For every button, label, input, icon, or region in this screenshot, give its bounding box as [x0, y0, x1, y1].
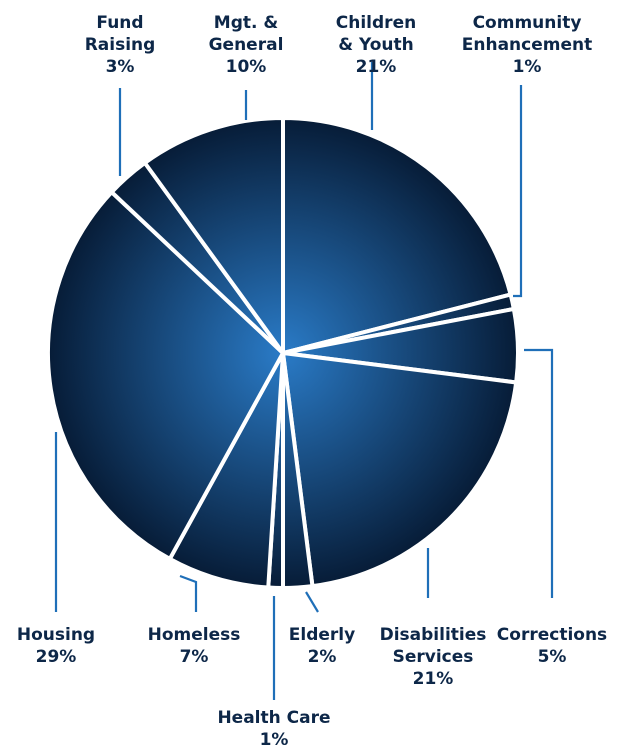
slice-label-fund-raising: Raising	[85, 35, 156, 55]
leader-line-corrections	[524, 348, 554, 598]
slice-percent-health-care: 1%	[260, 730, 289, 748]
slice-label-mgt-general: Mgt. &	[214, 13, 279, 33]
slice-label-children-youth: Children	[336, 13, 416, 33]
leader-lines	[54, 62, 554, 700]
pie-slice-children-youth	[281, 116, 513, 355]
slice-label-housing: Housing	[17, 625, 95, 645]
slice-label-mgt-general: General	[209, 35, 284, 55]
slice-percent-corrections: 5%	[538, 647, 567, 667]
slice-label-fund-raising: Fund	[96, 13, 143, 33]
pie-slice-mgt-general	[142, 116, 285, 355]
label-group-health-care: Health Care 1%	[217, 708, 330, 748]
pie-slices	[46, 116, 520, 590]
slice-percent-elderly: 2%	[308, 647, 337, 667]
pie-slice-housing	[46, 190, 285, 561]
slice-percent-homeless: 7%	[180, 647, 209, 667]
slice-percent-fund-raising: 3%	[106, 57, 135, 77]
slice-label-homeless: Homeless	[148, 625, 241, 645]
slice-percent-community-enhancement: 1%	[513, 57, 542, 77]
slice-label-disabilities-services: Services	[393, 647, 474, 667]
slice-labels: Children& Youth21%CommunityEnhancement1%…	[17, 13, 607, 748]
slice-label-corrections: Corrections	[497, 625, 607, 645]
leader-line-community-enhancement	[513, 85, 523, 298]
slice-label-disabilities-services: Disabilities	[380, 625, 487, 645]
slice-label-elderly: Elderly	[289, 625, 355, 645]
slice-percent-housing: 29%	[36, 647, 77, 667]
slice-label-community-enhancement: Community	[473, 13, 582, 33]
slice-percent-mgt-general: 10%	[226, 57, 267, 77]
slice-percent-children-youth: 21%	[356, 57, 397, 77]
leader-line-homeless	[179, 574, 198, 612]
slice-percent-disabilities-services: 21%	[413, 669, 454, 689]
slice-label-children-youth: & Youth	[338, 35, 414, 55]
leader-line-elderly	[305, 591, 319, 613]
slice-label-health-care: Health Care	[217, 708, 330, 728]
slice-label-community-enhancement: Enhancement	[462, 35, 592, 55]
pie-slice-disabilities-services	[281, 351, 519, 589]
